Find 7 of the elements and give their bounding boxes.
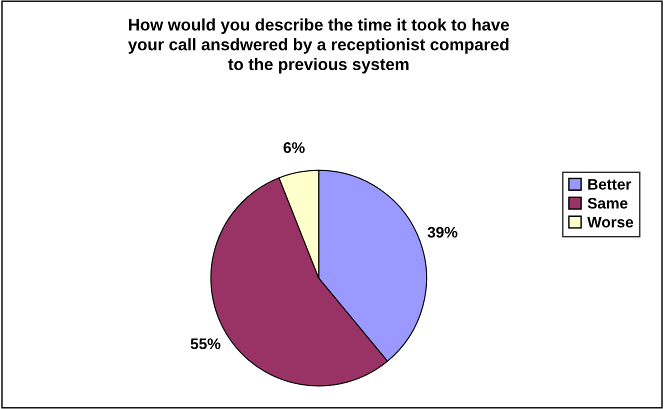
data-label: 55%: [190, 338, 220, 350]
chart-title: How would you describe the time it took to have your call ansdwered by a receptionist compared to the previous system: [128, 18, 509, 74]
legend-label: Worse: [587, 216, 634, 228]
data-label: 6%: [284, 142, 305, 153]
legend-label: Better: [588, 179, 632, 190]
data-label: 39%: [428, 226, 458, 238]
legend-label: Same: [588, 198, 628, 209]
